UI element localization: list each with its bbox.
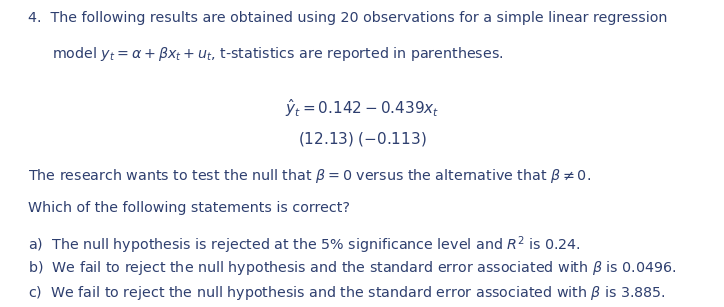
Text: The research wants to test the null that $\beta = 0$ versus the alternative that: The research wants to test the null that… <box>28 167 591 185</box>
Text: a)  The null hypothesis is rejected at the 5% significance level and $R^2$ is 0.: a) The null hypothesis is rejected at th… <box>28 235 580 256</box>
Text: b)  We fail to reject the null hypothesis and the standard error associated with: b) We fail to reject the null hypothesis… <box>28 259 676 278</box>
Text: $\hat{y}_t = 0.142 - 0.439x_t$: $\hat{y}_t = 0.142 - 0.439x_t$ <box>285 97 439 119</box>
Text: $(12.13)\;(-0.113)$: $(12.13)\;(-0.113)$ <box>298 130 426 149</box>
Text: model $y_t = \alpha + \beta x_t + u_t$, t-statistics are reported in parentheses: model $y_t = \alpha + \beta x_t + u_t$, … <box>52 45 504 63</box>
Text: Which of the following statements is correct?: Which of the following statements is cor… <box>28 201 350 215</box>
Text: c)  We fail to reject the null hypothesis and the standard error associated with: c) We fail to reject the null hypothesis… <box>28 284 665 302</box>
Text: 4.  The following results are obtained using 20 observations for a simple linear: 4. The following results are obtained us… <box>28 11 667 25</box>
